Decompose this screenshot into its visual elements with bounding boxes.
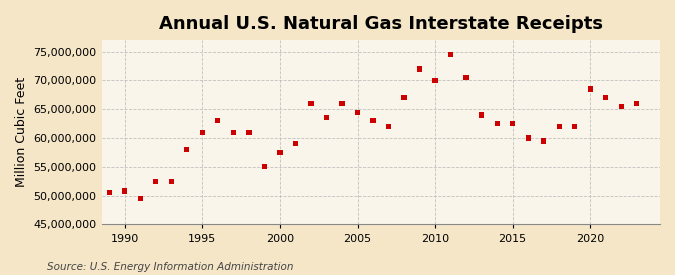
- Point: [585, 87, 595, 91]
- Point: [352, 110, 363, 114]
- Point: [119, 189, 130, 193]
- Point: [522, 136, 533, 140]
- Point: [306, 101, 317, 106]
- Point: [491, 122, 502, 126]
- Point: [368, 119, 379, 123]
- Point: [616, 104, 626, 109]
- Point: [476, 113, 487, 117]
- Point: [631, 101, 642, 106]
- Point: [600, 95, 611, 100]
- Point: [507, 122, 518, 126]
- Point: [569, 124, 580, 129]
- Point: [446, 52, 456, 57]
- Point: [399, 95, 410, 100]
- Point: [383, 124, 394, 129]
- Point: [228, 130, 239, 134]
- Point: [290, 142, 301, 146]
- Point: [321, 116, 332, 120]
- Point: [151, 179, 161, 183]
- Point: [135, 196, 146, 201]
- Point: [554, 124, 564, 129]
- Point: [244, 130, 254, 134]
- Point: [461, 75, 472, 80]
- Point: [275, 150, 286, 155]
- Point: [166, 179, 177, 183]
- Y-axis label: Million Cubic Feet: Million Cubic Feet: [15, 77, 28, 187]
- Point: [197, 130, 208, 134]
- Point: [182, 147, 192, 152]
- Point: [104, 191, 115, 195]
- Point: [337, 101, 348, 106]
- Point: [414, 67, 425, 71]
- Point: [538, 139, 549, 143]
- Point: [259, 165, 270, 169]
- Title: Annual U.S. Natural Gas Interstate Receipts: Annual U.S. Natural Gas Interstate Recei…: [159, 15, 603, 33]
- Point: [213, 119, 223, 123]
- Text: Source: U.S. Energy Information Administration: Source: U.S. Energy Information Administ…: [47, 262, 294, 272]
- Point: [430, 78, 441, 83]
